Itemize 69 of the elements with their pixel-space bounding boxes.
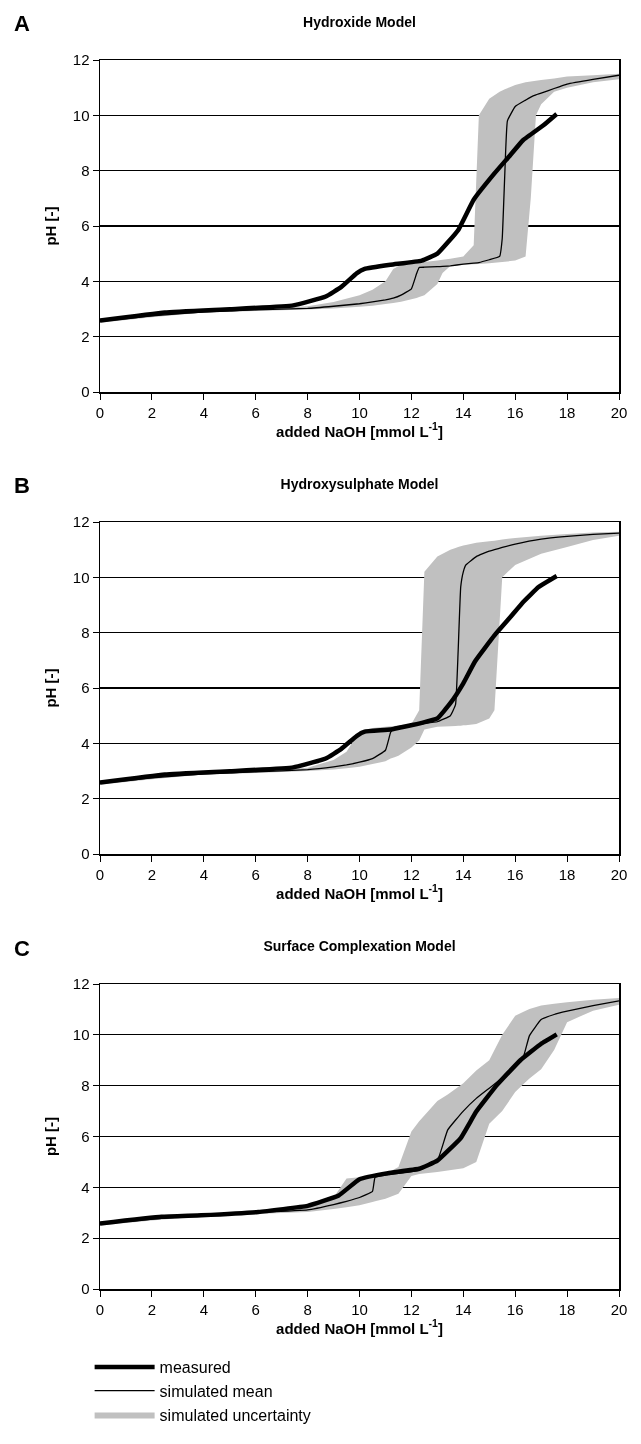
x-tick-label: 18 bbox=[558, 403, 576, 421]
text: A bbox=[14, 11, 30, 36]
y-tick-label: 0 bbox=[81, 1280, 90, 1298]
y-tick-label: 8 bbox=[81, 623, 90, 641]
x-tick-label: 16 bbox=[506, 865, 524, 883]
legend-label: measured bbox=[159, 1359, 231, 1377]
x-tick-label: 14 bbox=[454, 865, 472, 883]
chart-title: Surface Complexation Model bbox=[263, 937, 456, 954]
x-tick-label: 4 bbox=[199, 865, 208, 883]
y-axis-title: pH [-] bbox=[42, 1116, 60, 1157]
x-tick-label: 12 bbox=[403, 865, 420, 883]
x-tick-label: 12 bbox=[403, 1300, 420, 1318]
legend-label: simulated mean bbox=[159, 1382, 273, 1400]
x-tick-label: 6 bbox=[251, 403, 260, 421]
x-tick-label: 20 bbox=[610, 1300, 628, 1318]
y-tick-label: 6 bbox=[81, 217, 90, 235]
text: B bbox=[14, 473, 30, 498]
y-tick-label: 10 bbox=[72, 568, 90, 586]
x-tick-label: 16 bbox=[506, 403, 524, 421]
x-axis-title: added NaOH [mmol L$^{-1}$] bbox=[276, 882, 443, 902]
y-tick-label: 10 bbox=[72, 1026, 90, 1044]
x-tick-label: 18 bbox=[558, 1300, 576, 1318]
y-tick-label: 2 bbox=[81, 789, 90, 807]
x-tick-label: 6 bbox=[251, 1300, 260, 1318]
x-tick-label: 18 bbox=[558, 865, 576, 883]
x-tick-label: 2 bbox=[147, 865, 157, 883]
x-tick-label: 12 bbox=[403, 403, 420, 421]
text: simulated uncertainty bbox=[159, 1406, 311, 1424]
x-tick-label: 10 bbox=[351, 1300, 368, 1318]
text: C bbox=[14, 936, 30, 961]
x-tick-label: 6 bbox=[251, 865, 260, 883]
x-tick-label: 10 bbox=[351, 865, 368, 883]
x-tick-label: 4 bbox=[199, 1300, 208, 1318]
x-tick-label: 8 bbox=[303, 403, 312, 421]
y-tick-label: 2 bbox=[81, 327, 90, 345]
x-tick-label: 4 bbox=[199, 403, 208, 421]
y-axis-title: pH [-] bbox=[42, 668, 60, 708]
y-tick-label: 6 bbox=[81, 1127, 90, 1145]
x-tick-label: 8 bbox=[303, 1300, 312, 1318]
y-tick-label: 2 bbox=[81, 1229, 90, 1247]
x-tick-label: 14 bbox=[454, 403, 472, 421]
y-tick-label: 0 bbox=[81, 383, 90, 401]
y-tick-label: 12 bbox=[72, 975, 90, 993]
x-tick-label: 10 bbox=[351, 403, 368, 421]
x-tick-label: 2 bbox=[147, 1300, 157, 1318]
x-tick-label: 20 bbox=[610, 403, 628, 421]
x-tick-label: 8 bbox=[303, 865, 312, 883]
y-tick-label: 10 bbox=[72, 106, 90, 124]
y-tick-label: 8 bbox=[81, 1076, 90, 1094]
x-tick-label: 16 bbox=[506, 1300, 524, 1318]
y-tick-label: 6 bbox=[81, 679, 90, 697]
y-axis-title: pH [-] bbox=[42, 206, 60, 246]
x-tick-label: 14 bbox=[454, 1300, 472, 1318]
y-tick-label: 8 bbox=[81, 161, 90, 179]
y-tick-label: 4 bbox=[81, 1178, 90, 1196]
y-tick-label: 12 bbox=[72, 513, 90, 531]
y-tick-label: 4 bbox=[81, 272, 90, 290]
y-tick-label: 12 bbox=[72, 51, 90, 69]
x-tick-label: 20 bbox=[610, 865, 628, 883]
x-tick-label: 0 bbox=[95, 1300, 105, 1318]
chart-title: Hydroxide Model bbox=[303, 13, 416, 30]
x-axis-title: added NaOH [mmol L$^{-1}$] bbox=[276, 1317, 443, 1337]
x-tick-label: 0 bbox=[95, 865, 105, 883]
x-tick-label: 0 bbox=[95, 403, 105, 421]
x-tick-label: 2 bbox=[147, 403, 157, 421]
x-axis-title: added NaOH [mmol L$^{-1}$] bbox=[276, 420, 443, 440]
y-tick-label: 4 bbox=[81, 734, 90, 752]
y-tick-label: 0 bbox=[81, 845, 90, 863]
chart-title: Hydroxysulphate Model bbox=[280, 475, 439, 492]
